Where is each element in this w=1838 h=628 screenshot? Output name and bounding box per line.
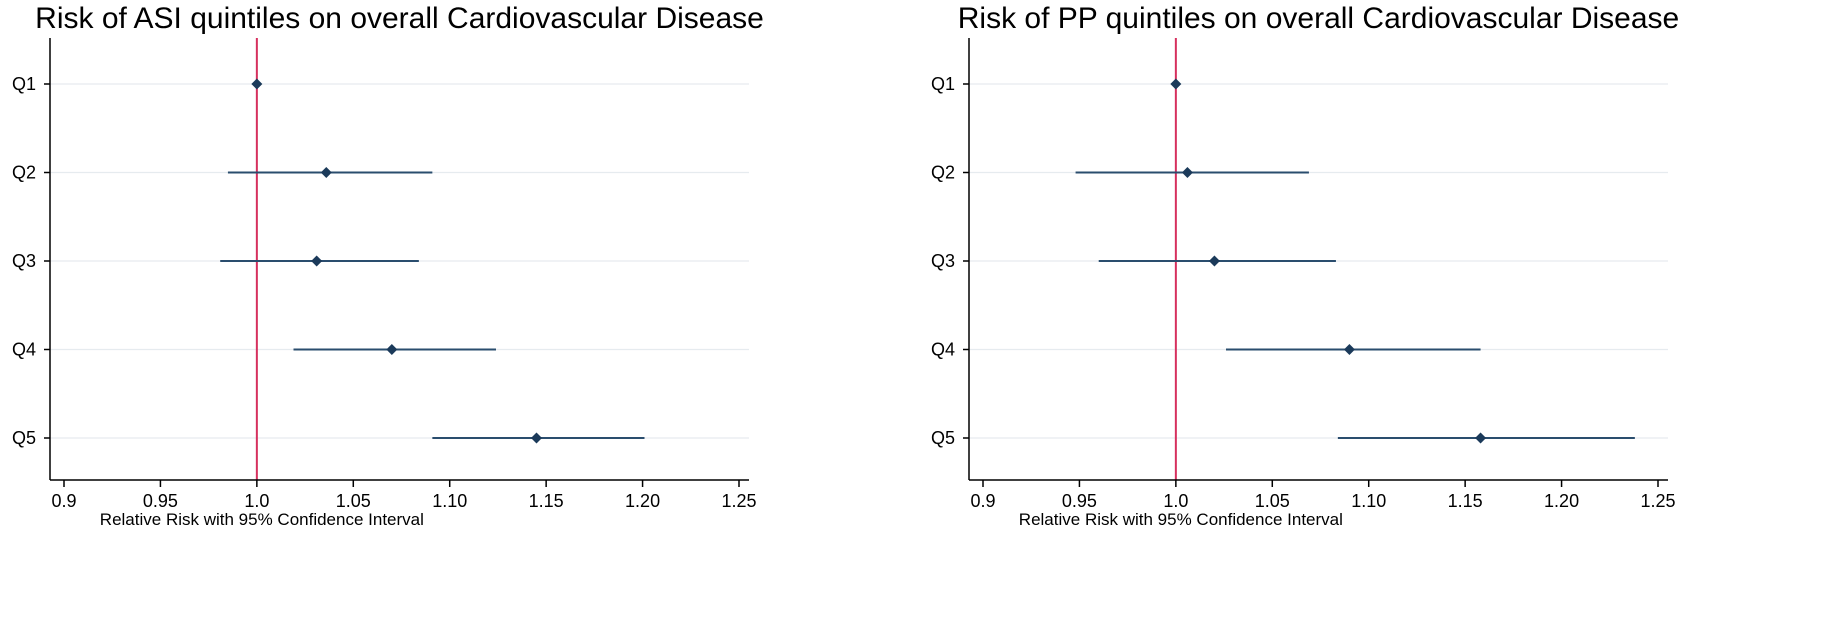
asi-forest-chart: Risk of ASI quintiles on overall Cardiov… — [12, 2, 764, 529]
x-tick-label: 1.0 — [1163, 491, 1188, 511]
chart-title: Risk of PP quintiles on overall Cardiova… — [958, 2, 1679, 35]
estimate-marker — [1170, 78, 1182, 90]
x-tick-label: 0.9 — [51, 491, 76, 511]
x-tick-label: 1.0 — [244, 491, 269, 511]
pp-forest-chart: Risk of PP quintiles on overall Cardiova… — [931, 2, 1679, 529]
y-tick-label: Q2 — [12, 163, 36, 183]
y-tick-label: Q5 — [931, 428, 955, 448]
x-axis-label: Relative Risk with 95% Confidence Interv… — [100, 510, 424, 529]
estimate-marker — [1475, 432, 1487, 444]
x-tick-label: 1.25 — [1640, 491, 1675, 511]
x-tick-label: 1.10 — [432, 491, 467, 511]
y-tick-label: Q3 — [12, 251, 36, 271]
x-tick-label: 1.15 — [529, 491, 564, 511]
estimate-marker — [1208, 255, 1220, 267]
x-tick-label: 0.95 — [1062, 491, 1097, 511]
y-tick-label: Q2 — [931, 163, 955, 183]
chart-title: Risk of ASI quintiles on overall Cardiov… — [35, 2, 764, 35]
estimate-marker — [320, 167, 332, 178]
estimate-marker — [386, 344, 398, 355]
x-tick-label: 0.95 — [143, 491, 178, 511]
estimate-marker — [531, 432, 542, 444]
y-tick-label: Q3 — [931, 251, 955, 271]
y-tick-label: Q5 — [12, 428, 36, 448]
estimate-marker — [1343, 344, 1355, 355]
x-tick-label: 1.20 — [625, 491, 660, 511]
x-tick-label: 1.05 — [336, 491, 371, 511]
x-tick-label: 1.25 — [721, 491, 756, 511]
x-tick-label: 1.10 — [1351, 491, 1386, 511]
x-tick-label: 0.9 — [970, 491, 995, 511]
estimate-marker — [311, 255, 323, 267]
x-tick-label: 1.05 — [1255, 491, 1290, 511]
estimate-marker — [1181, 167, 1193, 178]
y-tick-label: Q1 — [12, 74, 36, 94]
y-tick-label: Q4 — [931, 340, 955, 360]
y-tick-label: Q4 — [12, 340, 36, 360]
y-tick-label: Q1 — [931, 74, 955, 94]
x-tick-label: 1.20 — [1544, 491, 1579, 511]
x-tick-label: 1.15 — [1448, 491, 1483, 511]
estimate-marker — [251, 78, 263, 90]
x-axis-label: Relative Risk with 95% Confidence Interv… — [1019, 510, 1343, 529]
